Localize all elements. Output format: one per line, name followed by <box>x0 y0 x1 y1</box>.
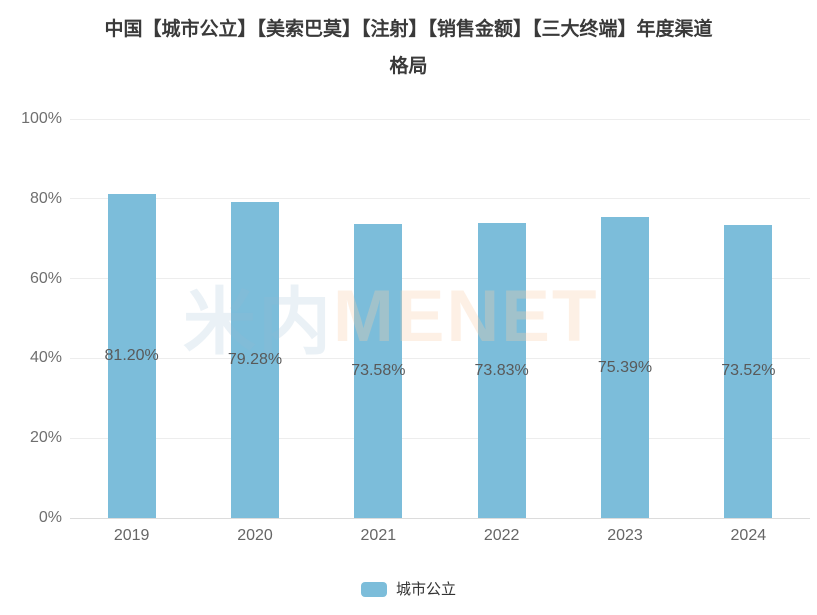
y-axis-tick-40%: 40% <box>29 349 62 367</box>
gridline-100% <box>70 118 810 120</box>
legend-item-city-public[interactable]: 城市公立 <box>0 577 817 601</box>
bar-2023[interactable] <box>601 217 649 518</box>
chart-title-line1: 中国【城市公立】【美索巴莫】【注射】【销售金额】【三大终端】年度渠道 <box>104 19 713 40</box>
legend-swatch <box>360 581 387 597</box>
y-axis-tick-80%: 80% <box>29 189 62 207</box>
x-axis-tick-2019: 2019 <box>113 527 150 544</box>
chart-title-line2: 格局 <box>389 56 428 77</box>
value-label-2020: 79.28% <box>227 350 283 368</box>
x-axis-tick-2024: 2024 <box>730 527 767 544</box>
bar-2022[interactable] <box>477 223 526 518</box>
y-axis-tick-100%: 100% <box>21 110 62 127</box>
gridline-20% <box>70 437 810 439</box>
gridline-40% <box>70 357 810 359</box>
gridline-0% <box>70 517 810 519</box>
x-axis-tick-2023: 2023 <box>607 527 643 544</box>
x-axis-tick-2022: 2022 <box>483 527 520 544</box>
chart-title: 中国【城市公立】【美索巴莫】【注射】【销售金额】【三大终端】年度渠道 格局 <box>0 11 817 85</box>
legend-label: 城市公立 <box>395 580 456 598</box>
gridline-80% <box>70 198 810 200</box>
y-axis-tick-20%: 20% <box>29 429 62 447</box>
gridline-60% <box>70 278 810 280</box>
value-label-2023: 75.39% <box>597 358 653 376</box>
value-label-2019: 81.20% <box>104 347 159 364</box>
bar-2020[interactable] <box>231 201 279 518</box>
value-label-2022: 73.83% <box>474 361 529 379</box>
value-label-2024: 73.52% <box>721 362 776 380</box>
x-axis-tick-2021: 2021 <box>360 527 397 544</box>
value-label-2021: 73.58% <box>351 362 406 380</box>
bar-2019[interactable] <box>107 194 156 518</box>
y-axis-tick-0%: 0% <box>38 509 62 526</box>
x-axis-tick-2020: 2020 <box>237 527 273 544</box>
y-axis-tick-60%: 60% <box>29 269 62 287</box>
bar-2024[interactable] <box>724 224 773 518</box>
bar-2021[interactable] <box>354 224 403 518</box>
